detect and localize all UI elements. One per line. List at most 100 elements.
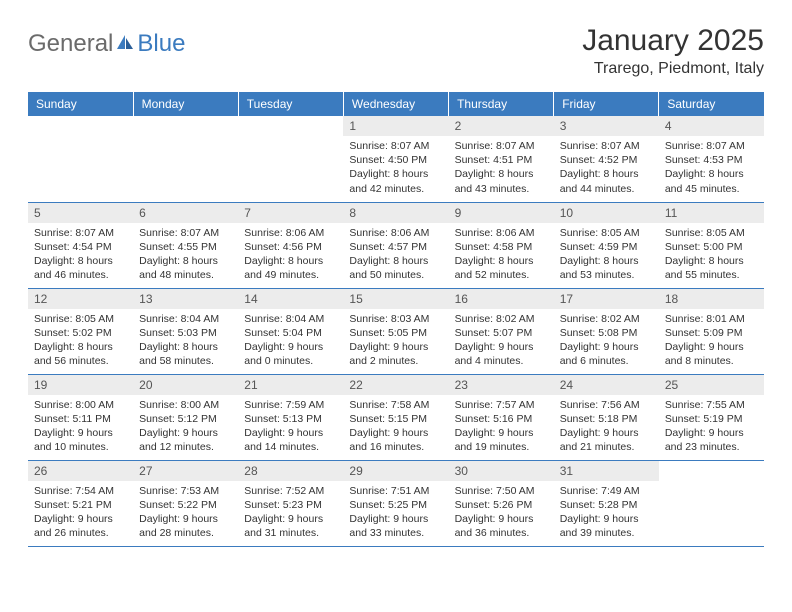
sunrise-text: Sunrise: 8:02 AM <box>455 312 548 326</box>
sunrise-text: Sunrise: 7:57 AM <box>455 398 548 412</box>
sunset-text: Sunset: 5:12 PM <box>139 412 232 426</box>
sunrise-text: Sunrise: 7:52 AM <box>244 484 337 498</box>
daylight-text: Daylight: 8 hours and 55 minutes. <box>665 254 758 282</box>
daylight-text: Daylight: 8 hours and 52 minutes. <box>455 254 548 282</box>
sunrise-text: Sunrise: 8:01 AM <box>665 312 758 326</box>
day-number: 21 <box>238 375 343 395</box>
day-data: Sunrise: 7:49 AMSunset: 5:28 PMDaylight:… <box>554 481 659 545</box>
calendar-page: General Blue January 2025 Trarego, Piedm… <box>0 0 792 567</box>
calendar-day-cell: 7Sunrise: 8:06 AMSunset: 4:56 PMDaylight… <box>238 202 343 288</box>
day-data: Sunrise: 7:54 AMSunset: 5:21 PMDaylight:… <box>28 481 133 545</box>
logo: General Blue <box>28 30 185 58</box>
calendar-day-cell: 3Sunrise: 8:07 AMSunset: 4:52 PMDaylight… <box>554 116 659 202</box>
sunset-text: Sunset: 5:11 PM <box>34 412 127 426</box>
day-number: 5 <box>28 203 133 223</box>
day-number: 4 <box>659 116 764 136</box>
sunrise-text: Sunrise: 8:07 AM <box>34 226 127 240</box>
calendar-day-cell: 25Sunrise: 7:55 AMSunset: 5:19 PMDayligh… <box>659 374 764 460</box>
weekday-header: Monday <box>133 92 238 116</box>
day-number: 15 <box>343 289 448 309</box>
calendar-day-cell: 8Sunrise: 8:06 AMSunset: 4:57 PMDaylight… <box>343 202 448 288</box>
weekday-header: Tuesday <box>238 92 343 116</box>
day-data: Sunrise: 8:05 AMSunset: 5:00 PMDaylight:… <box>659 223 764 287</box>
daylight-text: Daylight: 9 hours and 16 minutes. <box>349 426 442 454</box>
day-data: Sunrise: 7:52 AMSunset: 5:23 PMDaylight:… <box>238 481 343 545</box>
sunrise-text: Sunrise: 8:05 AM <box>34 312 127 326</box>
day-data: Sunrise: 8:01 AMSunset: 5:09 PMDaylight:… <box>659 309 764 373</box>
sunset-text: Sunset: 4:59 PM <box>560 240 653 254</box>
calendar-table: Sunday Monday Tuesday Wednesday Thursday… <box>28 92 764 547</box>
sunset-text: Sunset: 4:52 PM <box>560 153 653 167</box>
day-data: Sunrise: 8:02 AMSunset: 5:07 PMDaylight:… <box>449 309 554 373</box>
sunrise-text: Sunrise: 8:04 AM <box>244 312 337 326</box>
daylight-text: Daylight: 8 hours and 45 minutes. <box>665 167 758 195</box>
sunrise-text: Sunrise: 7:55 AM <box>665 398 758 412</box>
sunrise-text: Sunrise: 7:58 AM <box>349 398 442 412</box>
calendar-day-cell: 6Sunrise: 8:07 AMSunset: 4:55 PMDaylight… <box>133 202 238 288</box>
sunset-text: Sunset: 5:09 PM <box>665 326 758 340</box>
calendar-day-cell: . <box>133 116 238 202</box>
sunrise-text: Sunrise: 7:53 AM <box>139 484 232 498</box>
daylight-text: Daylight: 9 hours and 23 minutes. <box>665 426 758 454</box>
day-number: 18 <box>659 289 764 309</box>
day-number: 23 <box>449 375 554 395</box>
daylight-text: Daylight: 9 hours and 10 minutes. <box>34 426 127 454</box>
day-data: Sunrise: 8:02 AMSunset: 5:08 PMDaylight:… <box>554 309 659 373</box>
calendar-week-row: 12Sunrise: 8:05 AMSunset: 5:02 PMDayligh… <box>28 288 764 374</box>
calendar-day-cell: 10Sunrise: 8:05 AMSunset: 4:59 PMDayligh… <box>554 202 659 288</box>
sunset-text: Sunset: 4:56 PM <box>244 240 337 254</box>
daylight-text: Daylight: 8 hours and 42 minutes. <box>349 167 442 195</box>
sunrise-text: Sunrise: 8:07 AM <box>560 139 653 153</box>
sunrise-text: Sunrise: 8:07 AM <box>665 139 758 153</box>
daylight-text: Daylight: 9 hours and 0 minutes. <box>244 340 337 368</box>
daylight-text: Daylight: 9 hours and 6 minutes. <box>560 340 653 368</box>
weekday-header: Saturday <box>659 92 764 116</box>
day-data: Sunrise: 7:50 AMSunset: 5:26 PMDaylight:… <box>449 481 554 545</box>
sunset-text: Sunset: 5:28 PM <box>560 498 653 512</box>
day-data: Sunrise: 8:07 AMSunset: 4:51 PMDaylight:… <box>449 136 554 200</box>
day-number: 16 <box>449 289 554 309</box>
sunset-text: Sunset: 5:08 PM <box>560 326 653 340</box>
sunset-text: Sunset: 5:25 PM <box>349 498 442 512</box>
day-number: 6 <box>133 203 238 223</box>
calendar-day-cell: 21Sunrise: 7:59 AMSunset: 5:13 PMDayligh… <box>238 374 343 460</box>
day-data: Sunrise: 7:58 AMSunset: 5:15 PMDaylight:… <box>343 395 448 459</box>
calendar-day-cell: 13Sunrise: 8:04 AMSunset: 5:03 PMDayligh… <box>133 288 238 374</box>
calendar-body: ...1Sunrise: 8:07 AMSunset: 4:50 PMDayli… <box>28 116 764 546</box>
calendar-day-cell: 23 Sunrise: 7:57 AMSunset: 5:16 PMDayligh… <box>449 374 554 460</box>
daylight-text: Daylight: 8 hours and 43 minutes. <box>455 167 548 195</box>
calendar-day-cell: 1Sunrise: 8:07 AMSunset: 4:50 PMDaylight… <box>343 116 448 202</box>
daylight-text: Daylight: 9 hours and 19 minutes. <box>455 426 548 454</box>
weekday-header: Thursday <box>449 92 554 116</box>
day-number: 7 <box>238 203 343 223</box>
weekday-header: Friday <box>554 92 659 116</box>
day-data: Sunrise: 8:03 AMSunset: 5:05 PMDaylight:… <box>343 309 448 373</box>
day-number: 8 <box>343 203 448 223</box>
calendar-week-row: ...1Sunrise: 8:07 AMSunset: 4:50 PMDayli… <box>28 116 764 202</box>
daylight-text: Daylight: 8 hours and 50 minutes. <box>349 254 442 282</box>
sunrise-text: Sunrise: 7:49 AM <box>560 484 653 498</box>
day-number: 19 <box>28 375 133 395</box>
calendar-day-cell: 11Sunrise: 8:05 AMSunset: 5:00 PMDayligh… <box>659 202 764 288</box>
sunset-text: Sunset: 5:19 PM <box>665 412 758 426</box>
sunrise-text: Sunrise: 8:02 AM <box>560 312 653 326</box>
sunset-text: Sunset: 5:16 PM <box>455 412 548 426</box>
daylight-text: Daylight: 9 hours and 39 minutes. <box>560 512 653 540</box>
day-data: Sunrise: 7:53 AMSunset: 5:22 PMDaylight:… <box>133 481 238 545</box>
sunset-text: Sunset: 5:07 PM <box>455 326 548 340</box>
daylight-text: Daylight: 9 hours and 26 minutes. <box>34 512 127 540</box>
calendar-header-row: Sunday Monday Tuesday Wednesday Thursday… <box>28 92 764 116</box>
day-number: 17 <box>554 289 659 309</box>
calendar-day-cell: 18Sunrise: 8:01 AMSunset: 5:09 PMDayligh… <box>659 288 764 374</box>
sunrise-text: Sunrise: 8:07 AM <box>455 139 548 153</box>
daylight-text: Daylight: 9 hours and 8 minutes. <box>665 340 758 368</box>
day-number: 24 <box>554 375 659 395</box>
sunset-text: Sunset: 4:55 PM <box>139 240 232 254</box>
day-data: Sunrise: 7:56 AMSunset: 5:18 PMDaylight:… <box>554 395 659 459</box>
calendar-day-cell: 12Sunrise: 8:05 AMSunset: 5:02 PMDayligh… <box>28 288 133 374</box>
day-number: 9 <box>449 203 554 223</box>
sunrise-text: Sunrise: 8:00 AM <box>139 398 232 412</box>
daylight-text: Daylight: 8 hours and 53 minutes. <box>560 254 653 282</box>
calendar-day-cell: 4Sunrise: 8:07 AMSunset: 4:53 PMDaylight… <box>659 116 764 202</box>
daylight-text: Daylight: 9 hours and 36 minutes. <box>455 512 548 540</box>
